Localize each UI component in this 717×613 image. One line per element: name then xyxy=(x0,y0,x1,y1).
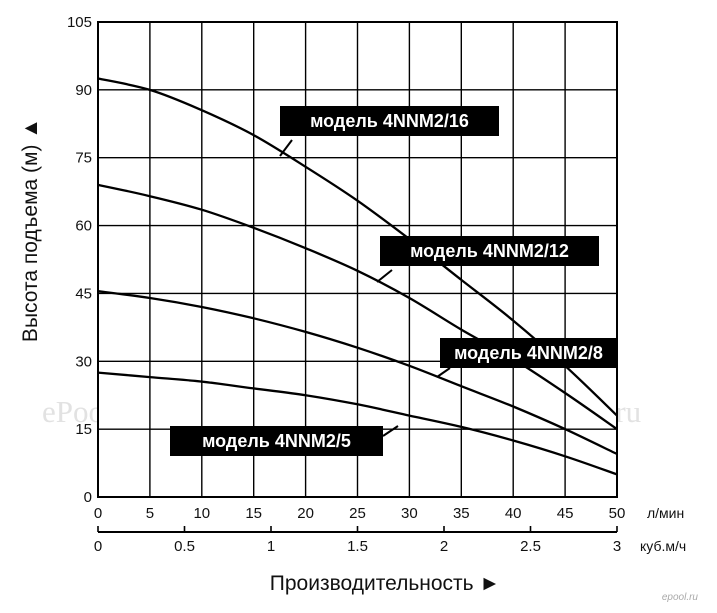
x-tick-label: 40 xyxy=(505,505,522,522)
x-tick-label: 20 xyxy=(297,505,314,522)
x-tick-label: 5 xyxy=(146,505,154,522)
y-tick-label: 30 xyxy=(75,353,92,370)
series-label-layer: модель 4NNM2/16 модель 4NNM2/12 модель 4NN… xyxy=(170,106,617,456)
brand-logo-text: epool.ru xyxy=(662,592,699,603)
series-label-leader xyxy=(279,139,293,157)
x-secondary-tick-label: 1 xyxy=(267,538,275,555)
y-tick-label: 15 xyxy=(75,421,92,438)
axes-layer xyxy=(97,21,618,533)
x-tick-label: 25 xyxy=(349,505,366,522)
series-label: модель 4NNM2/5 xyxy=(202,431,351,451)
series-label-leader xyxy=(382,425,399,437)
y-tick-label: 75 xyxy=(75,150,92,167)
x-tick-label: 45 xyxy=(557,505,574,522)
x-axis-title: Производительность ► xyxy=(270,572,500,595)
series-line-3 xyxy=(97,290,618,456)
series-line-1 xyxy=(97,77,618,417)
series-label-box xyxy=(170,426,383,456)
x-tick-label: 35 xyxy=(453,505,470,522)
y-tick-label: 45 xyxy=(75,285,92,302)
x-secondary-tick-label: 2.5 xyxy=(520,538,541,555)
x-secondary-tick-label: 1.5 xyxy=(347,538,368,555)
plot-frame xyxy=(97,21,618,498)
series-label-leader xyxy=(436,367,451,378)
x-tick-label: 50 xyxy=(609,505,626,522)
y-tick-label: 0 xyxy=(84,489,92,506)
x-secondary-unit-label: куб.м/ч xyxy=(640,538,686,554)
x-tick-label: 30 xyxy=(401,505,418,522)
x-secondary-tick-label: 2 xyxy=(440,538,448,555)
x-secondary-tick-label: 0.5 xyxy=(174,538,195,555)
y-tick-label: 105 xyxy=(67,14,92,31)
x-primary-unit-label: л/мин xyxy=(647,505,684,521)
series-layer xyxy=(97,77,618,476)
series-label-box xyxy=(440,338,617,368)
x-secondary-tick-label: 3 xyxy=(613,538,621,555)
series-label-leader xyxy=(376,269,393,283)
series-label-box xyxy=(380,236,599,266)
series-line-4 xyxy=(97,371,618,476)
y-tick-label: 90 xyxy=(75,82,92,99)
series-line-2 xyxy=(97,183,618,431)
x-tick-label: 0 xyxy=(94,505,102,522)
x-tick-label: 10 xyxy=(193,505,210,522)
series-label: модель 4NNM2/12 xyxy=(410,241,569,261)
series-label: модель 4NNM2/16 xyxy=(310,111,469,131)
x-secondary-tick-label: 0 xyxy=(94,538,102,555)
y-axis-title: Высота подъема (м) ▲ xyxy=(19,118,42,342)
series-label: модель 4NNM2/8 xyxy=(454,343,603,363)
y-tick-label: 60 xyxy=(75,218,92,235)
series-label-box xyxy=(280,106,499,136)
axis-text-layer: 0 0.5 1 1.5 2 2.5 30 5 10 15 20 25 30 35 40 45 50 л/минку… xyxy=(19,14,686,595)
x-tick-label: 15 xyxy=(245,505,262,522)
